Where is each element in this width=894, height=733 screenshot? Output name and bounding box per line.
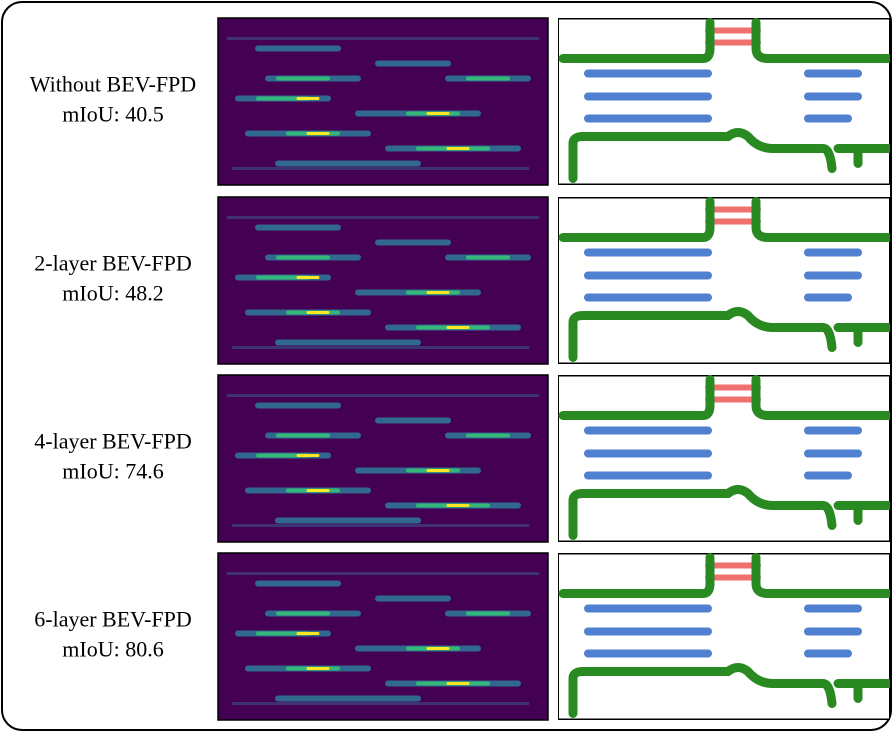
segmentation-map [558, 554, 890, 720]
feature-heatmap [218, 376, 548, 542]
heatmap-border [217, 374, 549, 543]
segmentation-map [558, 376, 890, 542]
row-score: mIoU: 48.2 [62, 281, 163, 306]
heatmap-border [217, 17, 549, 186]
row-label: 2-layer BEV-FPD [34, 251, 191, 276]
rows: Without BEV-FPD mIoU: 40.5 2-layer BEV-FPD… [30, 17, 890, 721]
row-score: mIoU: 74.6 [62, 459, 163, 484]
row-label: 6-layer BEV-FPD [34, 607, 191, 632]
segmentation-map [558, 198, 890, 364]
feature-heatmap [218, 198, 548, 364]
feature-heatmap [218, 554, 548, 720]
segmentation-map [558, 19, 890, 185]
feature-heatmap [218, 19, 548, 185]
row-label: Without BEV-FPD [30, 72, 196, 97]
heatmap-border [217, 196, 549, 365]
row-score: mIoU: 80.6 [62, 637, 163, 662]
heatmap-border [217, 552, 549, 721]
row-score: mIoU: 40.5 [62, 102, 163, 127]
row-label: 4-layer BEV-FPD [34, 429, 191, 454]
